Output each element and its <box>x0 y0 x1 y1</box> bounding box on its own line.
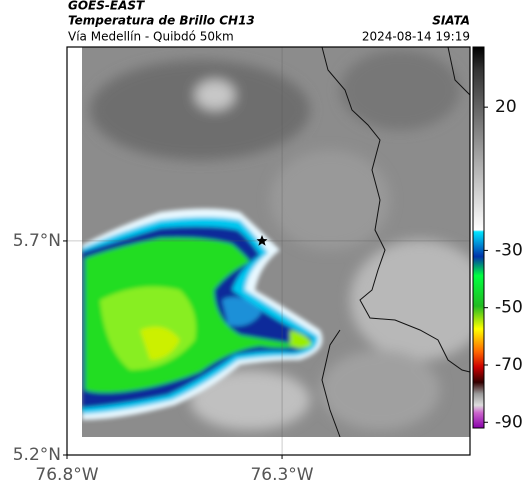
location: Vía Medellín - Quibdó 50km <box>68 30 234 44</box>
borders <box>321 47 470 437</box>
colorbar-label: -70 <box>495 355 523 375</box>
y-tick-label: 5.2°N <box>13 445 61 465</box>
colorbar-label: -30 <box>495 240 523 260</box>
x-tick-label: 76.3°W <box>250 465 313 485</box>
title: GOES-EAST <box>68 0 145 13</box>
subtitle: Temperatura de Brillo CH13 <box>68 14 255 28</box>
colorbar-label: -50 <box>495 298 523 318</box>
colorbar-label: 20 <box>495 97 517 117</box>
y-tick-label: 5.7°N <box>13 231 61 251</box>
datetime: 2024-08-14 19:19 <box>362 30 470 44</box>
location-star <box>256 235 268 246</box>
source: SIATA <box>432 14 470 28</box>
satellite-image <box>82 47 470 437</box>
colorbar-label: -90 <box>495 412 523 432</box>
x-tick-label: 76.8°W <box>35 465 98 485</box>
colorbar <box>472 46 485 429</box>
map-frame <box>66 46 471 456</box>
